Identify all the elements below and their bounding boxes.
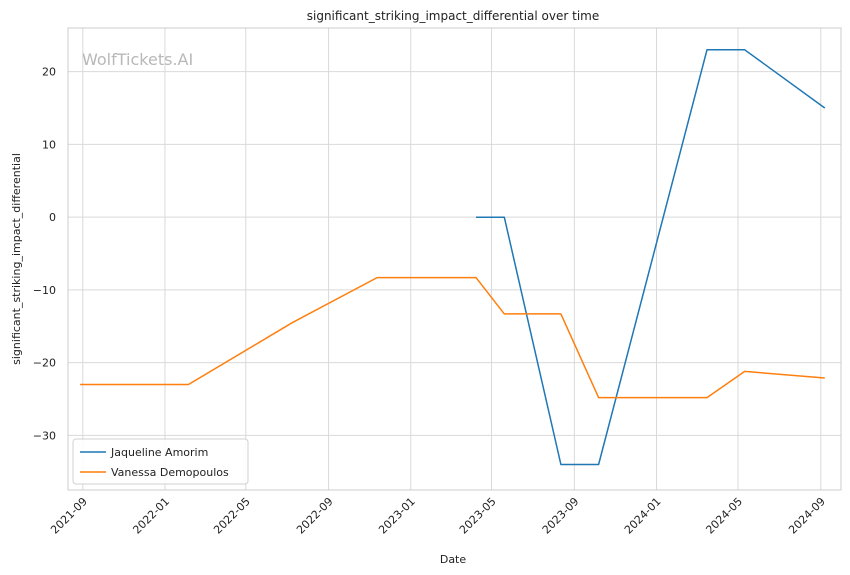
x-tick-label: 2023-01 bbox=[376, 495, 418, 537]
x-tick-label: 2024-01 bbox=[622, 495, 664, 537]
y-tick-label: 10 bbox=[42, 138, 56, 151]
grid bbox=[68, 28, 841, 490]
x-tick-label: 2024-09 bbox=[786, 495, 828, 537]
x-tick-label: 2022-05 bbox=[211, 495, 253, 537]
x-tick-label: 2021-09 bbox=[48, 495, 90, 537]
x-axis-label: Date bbox=[440, 553, 467, 566]
x-tick-label: 2022-09 bbox=[294, 495, 336, 537]
chart-title: significant_striking_impact_differential… bbox=[307, 9, 599, 23]
y-tick-label: −30 bbox=[33, 429, 56, 442]
y-tick-label: 0 bbox=[49, 211, 56, 224]
x-tick-label: 2024-05 bbox=[703, 495, 745, 537]
legend-box bbox=[72, 438, 249, 485]
legend: Jaqueline Amorim Vanessa Demopoulos bbox=[72, 438, 249, 485]
y-tick-label: −10 bbox=[33, 284, 56, 297]
x-tick-label: 2023-09 bbox=[540, 495, 582, 537]
y-tick-label: −20 bbox=[33, 357, 56, 370]
legend-label: Jaqueline Amorim bbox=[110, 446, 208, 459]
series-line-2 bbox=[80, 276, 825, 399]
series-line-1 bbox=[476, 49, 826, 466]
x-tick-label: 2023-05 bbox=[457, 495, 499, 537]
y-axis-label: significant_striking_impact_differential bbox=[10, 153, 23, 365]
legend-label: Vanessa Demopoulos bbox=[111, 466, 229, 479]
watermark: WolfTickets.AI bbox=[82, 50, 193, 69]
series-group bbox=[80, 49, 826, 466]
x-tick-label: 2022-01 bbox=[130, 495, 172, 537]
y-tick-label: 20 bbox=[42, 66, 56, 79]
plot-area bbox=[67, 27, 842, 491]
